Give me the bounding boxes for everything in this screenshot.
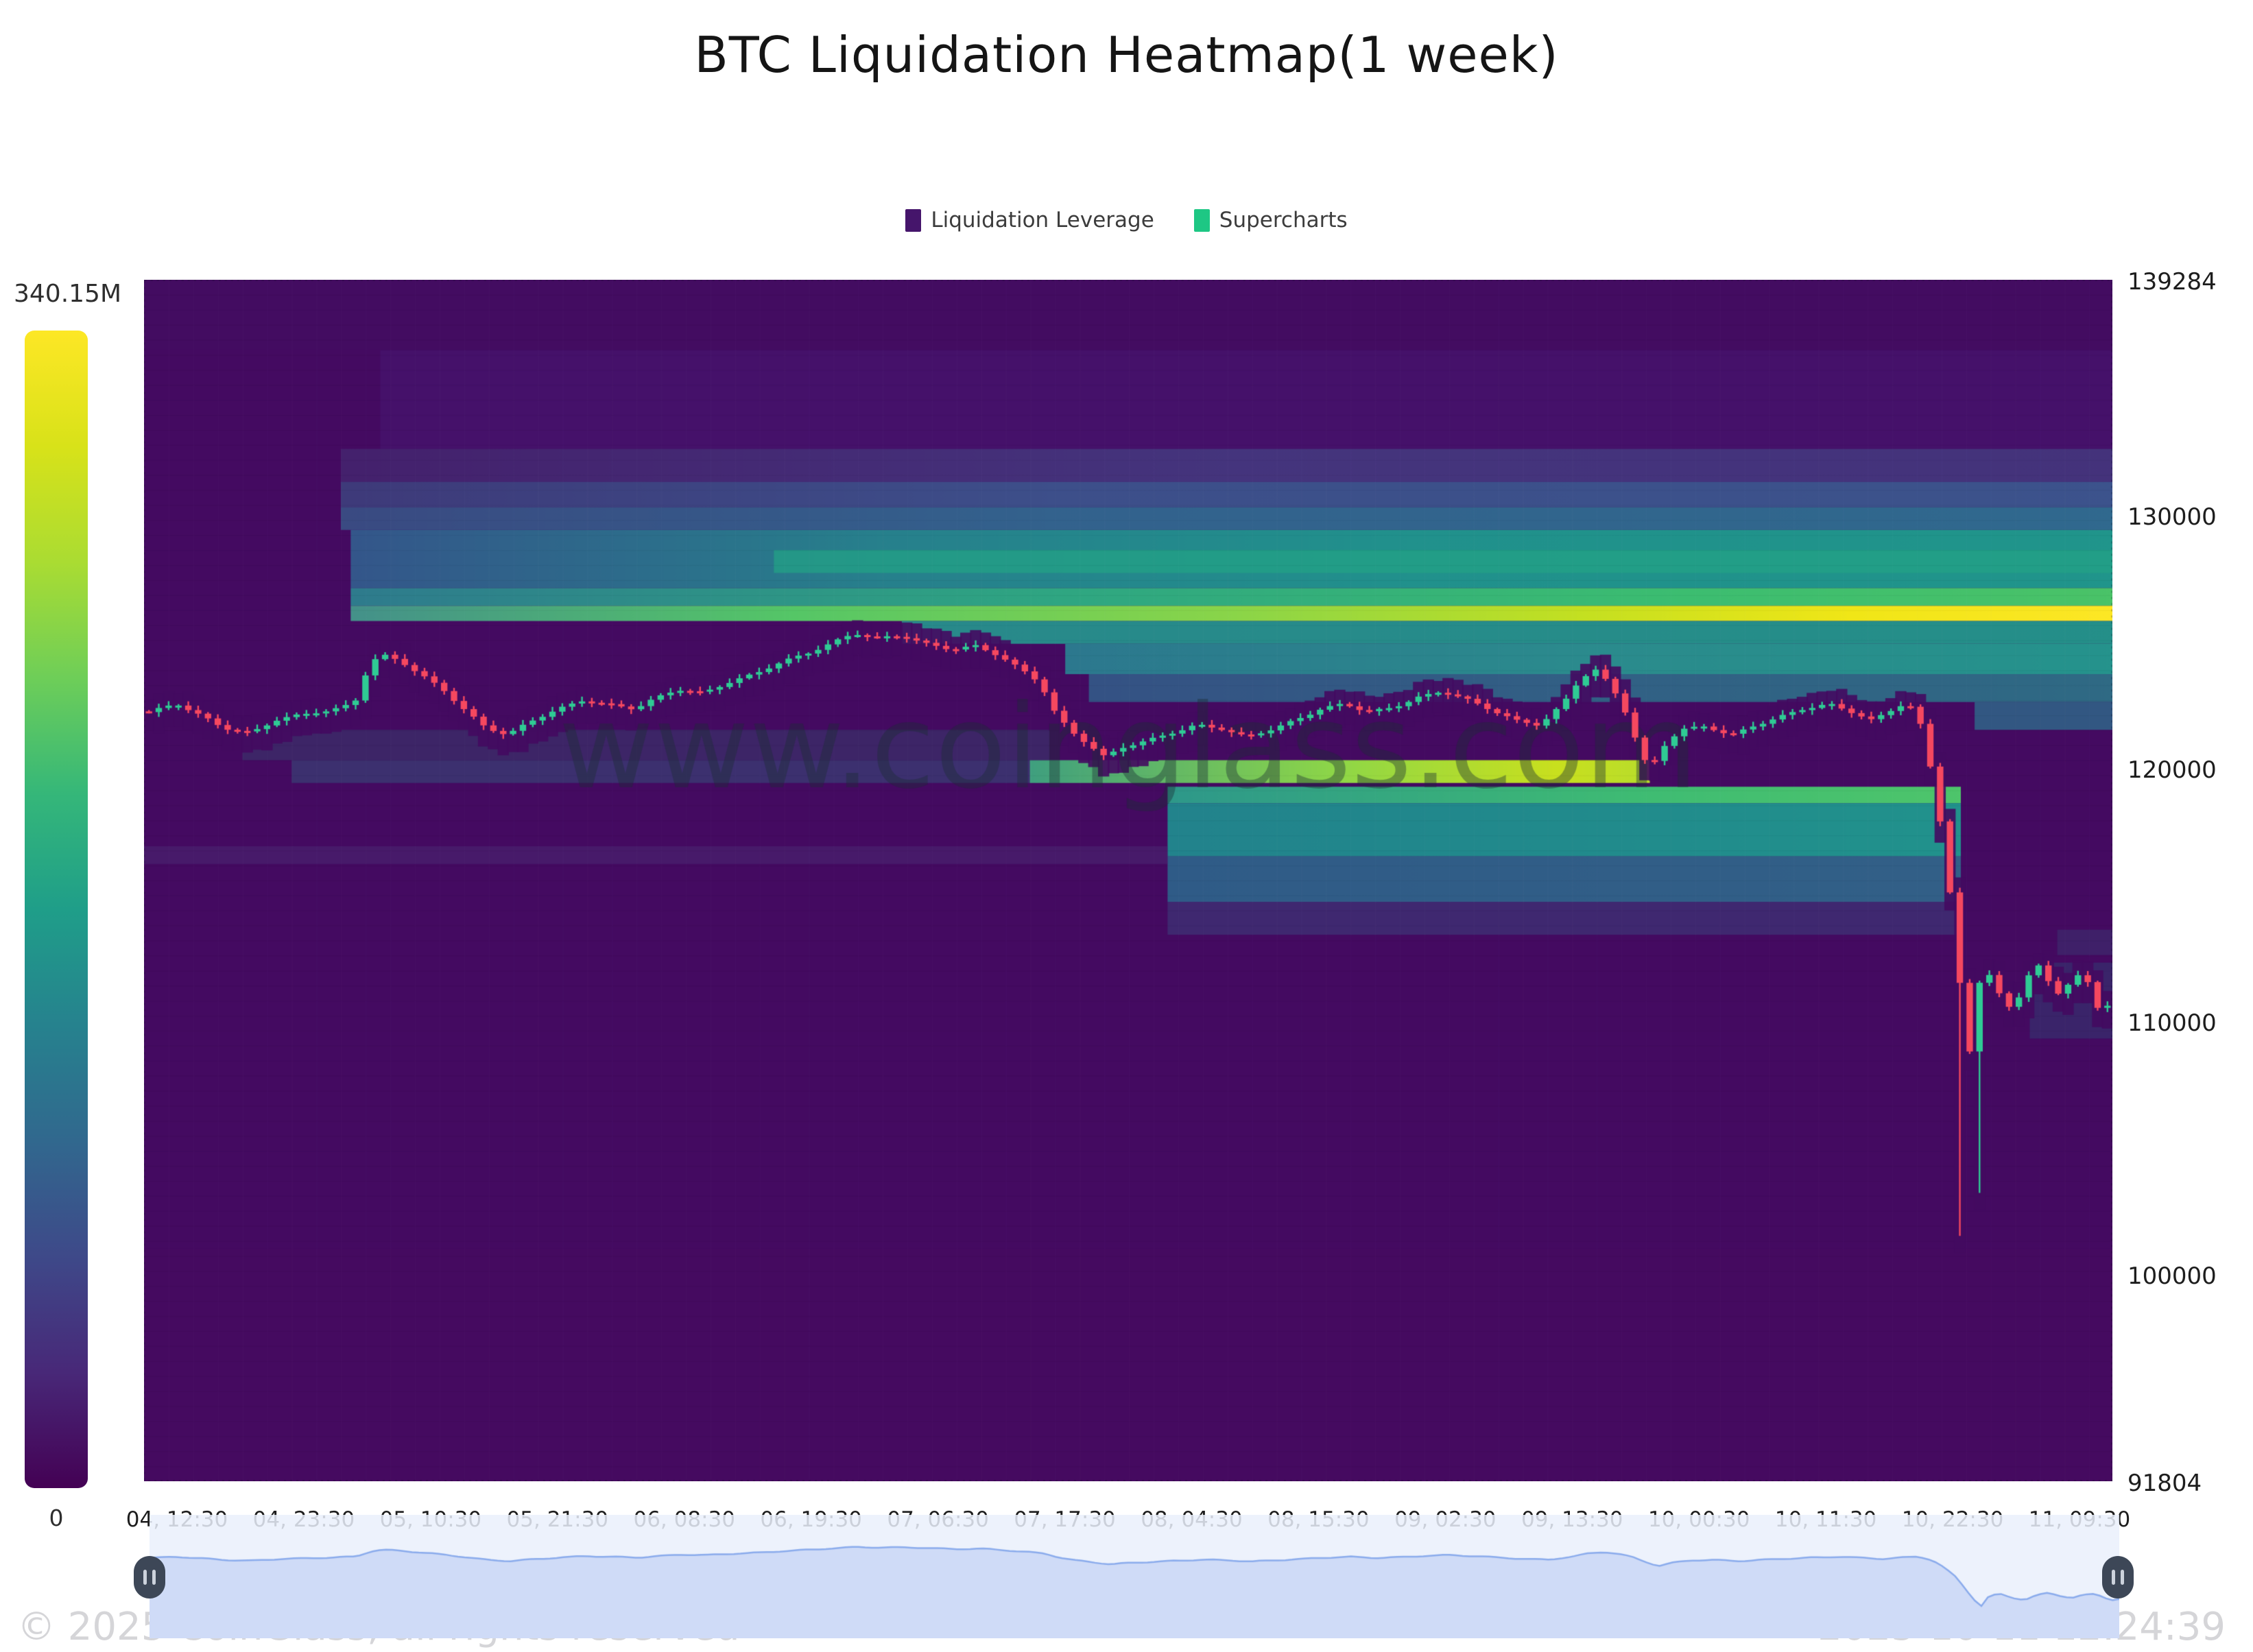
y-axis-tick: 91804 bbox=[2127, 1470, 2202, 1497]
legend-label: Supercharts bbox=[1219, 208, 1348, 232]
y-axis-tick: 120000 bbox=[2127, 756, 2217, 784]
colorbar-min-label: 0 bbox=[49, 1505, 64, 1531]
legend-item-supercharts[interactable]: Supercharts bbox=[1193, 208, 1348, 232]
legend-swatch-purple-icon bbox=[905, 208, 922, 232]
y-axis-tick: 110000 bbox=[2127, 1009, 2217, 1037]
navigator-area-chart bbox=[150, 1515, 2119, 1638]
colorbar-gradient bbox=[25, 331, 88, 1488]
time-range-navigator[interactable] bbox=[150, 1515, 2119, 1638]
colorbar-max-label: 340.15M bbox=[14, 280, 122, 308]
legend-swatch-green-icon bbox=[1193, 208, 1210, 232]
page-title: BTC Liquidation Heatmap(1 week) bbox=[694, 26, 1559, 84]
y-axis-tick: 130000 bbox=[2127, 503, 2217, 531]
heatmap-canvas[interactable] bbox=[144, 280, 2112, 1481]
y-axis-tick: 100000 bbox=[2127, 1262, 2217, 1290]
chart-legend: Liquidation Leverage Supercharts bbox=[0, 208, 2253, 232]
legend-label: Liquidation Leverage bbox=[931, 208, 1154, 232]
navigator-left-handle[interactable] bbox=[134, 1556, 165, 1599]
legend-item-liquidation-leverage[interactable]: Liquidation Leverage bbox=[905, 208, 1154, 232]
y-axis-tick: 139284 bbox=[2127, 268, 2217, 296]
navigator-right-handle[interactable] bbox=[2102, 1556, 2134, 1599]
